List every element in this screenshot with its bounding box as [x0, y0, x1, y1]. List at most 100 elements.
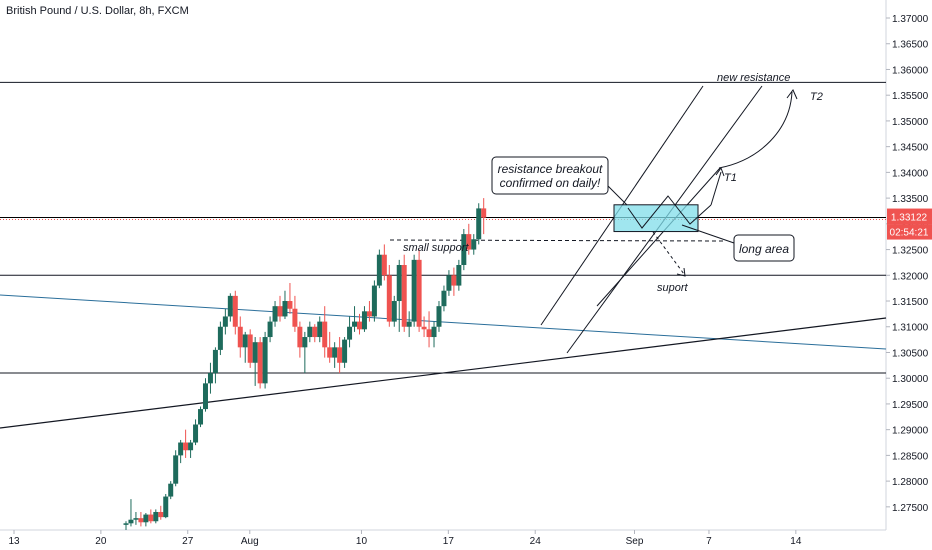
candle-body — [297, 326, 303, 348]
blue-trend-line — [0, 294, 887, 350]
x-tick-label: Aug — [241, 536, 259, 547]
candle-body — [322, 321, 328, 348]
last-price-badge — [887, 208, 932, 225]
candle-body — [371, 285, 377, 317]
rising-trend-line — [0, 317, 887, 429]
candle-body — [188, 442, 194, 451]
candle-body — [282, 301, 288, 317]
arrow-head-t2 — [786, 89, 798, 100]
candle-body — [476, 208, 482, 240]
candle-body — [386, 275, 392, 322]
candle-body — [356, 321, 362, 330]
long-area-box[interactable] — [613, 204, 699, 233]
candle-body — [302, 337, 308, 348]
chart-title: British Pound / U.S. Dollar, 8h, FXCM — [6, 5, 189, 17]
candle-body — [123, 523, 129, 525]
candle-body — [267, 321, 273, 338]
candle-body — [247, 334, 253, 363]
candle-body — [436, 306, 442, 327]
long-area-callout-box — [733, 234, 795, 262]
zigzag-projection — [627, 195, 712, 229]
candle-body — [242, 334, 248, 348]
target-t1-label: T1 — [724, 172, 737, 184]
candle-body — [441, 290, 447, 307]
y-tick-label: 1.34500 — [892, 143, 929, 154]
candle-body — [173, 455, 179, 484]
candle-body — [237, 326, 243, 348]
y-tick-label: 1.29500 — [892, 400, 929, 411]
candle-body — [128, 519, 134, 524]
y-tick-label: 1.27500 — [892, 503, 929, 514]
x-tick-label: 13 — [8, 536, 20, 547]
candle-body — [416, 259, 422, 327]
breakout-callout-box — [491, 156, 609, 195]
y-tick-label: 1.33500 — [892, 194, 929, 205]
candle-body — [391, 301, 397, 322]
countdown-badge — [887, 224, 932, 240]
y-tick-label: 1.30000 — [892, 374, 929, 385]
candle-body — [317, 321, 323, 338]
y-tick-label: 1.29000 — [892, 426, 929, 437]
y-tick-label: 1.30500 — [892, 348, 929, 359]
x-tick-label: 17 — [443, 536, 455, 547]
channel-t1-line — [596, 167, 721, 307]
candle-body — [401, 265, 407, 327]
x-tick-label: Sep — [626, 536, 644, 547]
y-tick-label: 1.32500 — [892, 246, 929, 257]
curve-to-t2 — [718, 91, 793, 169]
candle-body — [222, 316, 228, 327]
x-tick-label: 10 — [356, 536, 368, 547]
candle-body — [451, 275, 457, 286]
arrow-to-t1 — [710, 171, 722, 206]
candle-body — [148, 514, 154, 522]
countdown-label: 02:54:21 — [890, 228, 929, 239]
new-resistance-label: new resistance — [717, 72, 790, 84]
candle-body — [207, 373, 213, 384]
candle-body — [257, 342, 263, 384]
suport-arrow-head — [676, 267, 686, 277]
breakout-callout-pointer — [604, 182, 628, 206]
candle-body — [277, 306, 283, 317]
candle-body — [198, 409, 204, 425]
candle-body — [431, 326, 437, 338]
y-tick-label: 1.32000 — [892, 271, 929, 282]
candle-body — [307, 326, 313, 338]
candle-body — [446, 275, 452, 291]
candle-body — [332, 347, 338, 358]
y-tick-label: 1.31500 — [892, 297, 929, 308]
breakout-label-line1: resistance breakout — [498, 162, 603, 176]
candle-body — [183, 442, 189, 451]
candle-body — [212, 349, 218, 374]
breakout-label-line2: confirmed on daily! — [500, 176, 601, 190]
candle-body — [461, 234, 467, 265]
candle-body — [376, 254, 382, 286]
candle-body — [381, 254, 387, 276]
candle-body — [421, 326, 427, 330]
candle-body — [481, 208, 487, 218]
candle-body — [158, 511, 164, 518]
y-tick-label: 1.28000 — [892, 477, 929, 488]
x-tick-label: 20 — [95, 536, 107, 547]
candle-body — [153, 511, 159, 522]
candle-body — [396, 265, 402, 302]
candle-body — [426, 329, 432, 338]
candle-body — [193, 424, 199, 443]
candle-body — [138, 518, 144, 523]
y-tick-label: 1.35500 — [892, 91, 929, 102]
candle-body — [217, 326, 223, 350]
candle-body — [456, 265, 462, 286]
long-area-callout-pointer — [681, 224, 735, 244]
candle-body — [406, 321, 412, 327]
suport-arrow — [652, 231, 685, 275]
x-tick-label: 14 — [790, 536, 802, 547]
small-support-line — [389, 239, 726, 242]
candle-body — [227, 295, 233, 317]
candle-body — [347, 326, 353, 340]
candle-body — [143, 514, 149, 523]
candle-body — [471, 239, 477, 250]
y-tick-label: 1.35000 — [892, 117, 929, 128]
y-tick-label: 1.31000 — [892, 323, 929, 334]
candle-body — [361, 311, 367, 330]
candle-body — [366, 311, 372, 317]
